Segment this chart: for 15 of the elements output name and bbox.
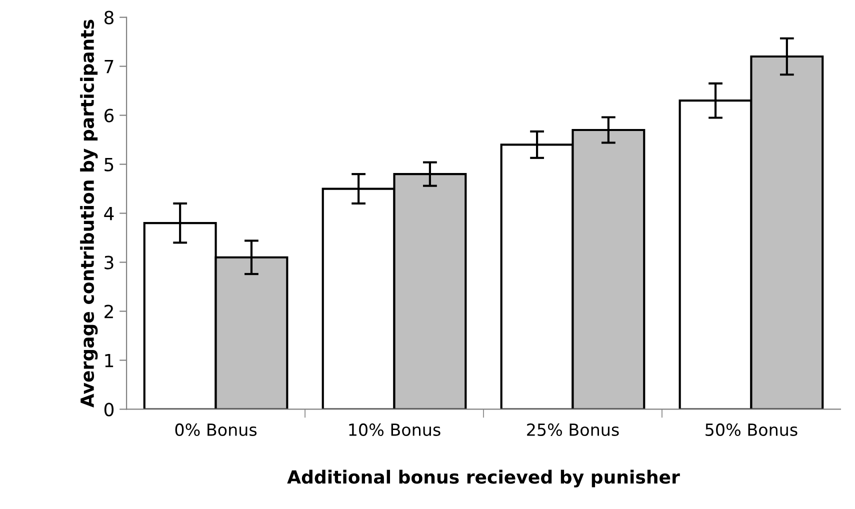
y-axis-title: Avergage contribution by participants	[80, 20, 98, 408]
y-tick-label: 0	[104, 402, 114, 416]
y-tick-label: 7	[104, 60, 114, 74]
y-tick-label: 4	[104, 206, 114, 220]
y-tick-label: 6	[104, 108, 114, 122]
x-tick-label: 10% Bonus	[349, 423, 440, 436]
y-tick-label: 8	[104, 10, 114, 24]
y-tick-label: 1	[105, 354, 114, 368]
x-tick-label: 25% Bonus	[527, 423, 619, 436]
x-axis-title: Additional bonus recieved by punisher	[287, 470, 680, 488]
y-tick-label: 3	[104, 256, 114, 270]
x-tick-label: 50% Bonus	[706, 423, 798, 436]
x-tick-label: 0% Bonus	[175, 423, 257, 436]
y-tick-label: 5	[104, 158, 114, 172]
y-tick-label: 2	[104, 304, 113, 318]
